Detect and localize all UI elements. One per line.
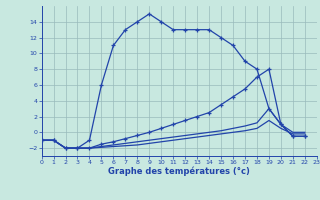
X-axis label: Graphe des températures (°c): Graphe des températures (°c) bbox=[108, 167, 250, 176]
